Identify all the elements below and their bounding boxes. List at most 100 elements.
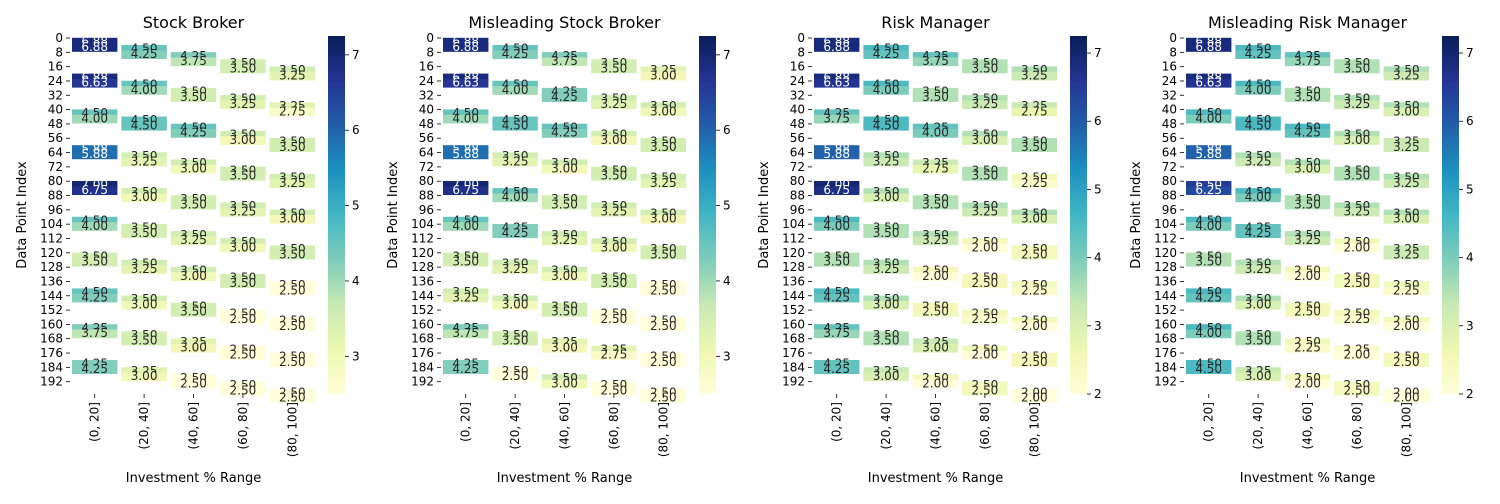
cell-value-label: 4.00	[1195, 219, 1222, 233]
cell-value-label: 3.25	[1021, 68, 1048, 82]
heatmap-cell	[962, 95, 1008, 104]
cell-value-label: 6.75	[81, 183, 108, 197]
heatmap-cell	[962, 166, 1008, 176]
cell-value-label: 6.75	[452, 183, 479, 197]
heatmap-cell	[591, 202, 637, 212]
y-tick-label: 144	[40, 289, 63, 303]
y-tick-label: 160	[782, 317, 805, 331]
heatmap-cell	[814, 186, 860, 196]
heatmap-cell	[1334, 279, 1380, 289]
heatmap-cell	[1383, 179, 1429, 188]
heatmap-cell	[170, 129, 217, 138]
heatmap-cell	[863, 372, 909, 382]
cell-value-label: 2.50	[650, 355, 677, 369]
colorbar-tick-label: 3	[352, 349, 360, 363]
cell-value-label: 3.50	[502, 333, 529, 347]
cell-value-label: 2.75	[1021, 104, 1048, 118]
heatmap-cell	[1383, 138, 1429, 147]
y-tick-label: 32	[48, 88, 63, 102]
heatmap-cell	[1011, 245, 1057, 255]
colorbar-tick-label: 3	[1466, 319, 1474, 333]
cell-value-label: 4.25	[502, 47, 529, 61]
cell-value-label: 3.00	[131, 190, 158, 204]
heatmap-cell	[814, 365, 860, 375]
heatmap-cell	[269, 281, 315, 290]
heatmap-cell	[72, 114, 118, 124]
cell-value-label: 2.50	[650, 283, 677, 297]
heatmap-cell	[1284, 379, 1331, 389]
heatmap-cell	[269, 107, 315, 117]
heatmap-cell	[1186, 222, 1232, 231]
heatmap-cell	[72, 324, 118, 333]
y-tick-label: 120	[40, 246, 63, 260]
cell-value-label: 3.75	[551, 54, 578, 68]
heatmap-cell	[1334, 166, 1380, 176]
cell-value-label: 3.00	[601, 240, 628, 254]
cell-value-label: 4.25	[131, 47, 158, 61]
cell-value-label: 2.50	[1294, 305, 1321, 319]
y-tick-label: 8	[55, 45, 63, 59]
y-tick-label: 8	[426, 45, 434, 59]
heatmap-cell	[220, 202, 266, 212]
heatmap-cell	[1011, 71, 1057, 81]
cell-value-label: 3.00	[1294, 162, 1321, 176]
heatmap-cell	[541, 302, 588, 312]
cell-value-label: 3.00	[1245, 298, 1272, 312]
heatmap-cell	[492, 44, 538, 54]
y-tick-label: 176	[782, 346, 805, 360]
heatmap-cell	[1284, 57, 1331, 67]
heatmap-cell	[1235, 157, 1281, 167]
y-tick-label: 64	[1162, 146, 1177, 160]
heatmap-cell	[72, 359, 118, 369]
cell-value-label: 3.50	[601, 169, 628, 183]
heatmap-cell	[541, 308, 588, 317]
heatmap-cell	[640, 66, 686, 76]
y-axis-label: Data Point Index	[1129, 161, 1144, 269]
y-tick-label: 8	[1169, 45, 1177, 59]
cell-value-label: 3.50	[452, 255, 479, 269]
heatmap-cell	[121, 116, 167, 126]
y-tick-label: 136	[411, 274, 434, 288]
heatmap-cell	[443, 43, 489, 52]
heatmap-cell	[541, 52, 588, 61]
heatmap-cell	[492, 229, 538, 238]
x-tick-label: (80, 100]	[656, 402, 670, 457]
x-tick-label: (80, 100]	[285, 402, 299, 457]
cell-value-label: 2.25	[972, 312, 999, 326]
y-tick-label: 168	[1154, 332, 1177, 346]
colorbar-tick-label: 6	[1094, 114, 1102, 128]
heatmap-cell	[1011, 102, 1057, 111]
heatmap-cell	[72, 150, 118, 160]
cell-value-label: 2.50	[1021, 355, 1048, 369]
y-tick-label: 64	[790, 146, 805, 160]
heatmap-cell	[814, 145, 860, 154]
cell-value-label: 2.00	[1294, 376, 1321, 390]
y-tick-label: 168	[40, 332, 63, 346]
colorbar	[1070, 36, 1087, 394]
heatmap-cell	[541, 87, 588, 97]
cell-value-label: 4.50	[1195, 362, 1222, 376]
heatmap-cell	[591, 207, 637, 217]
heatmap-cell	[863, 116, 909, 126]
cell-value-label: 2.00	[1344, 240, 1371, 254]
cell-value-label: 5.88	[1195, 147, 1222, 161]
heatmap-cell	[541, 164, 588, 174]
y-tick-label: 80	[790, 174, 805, 188]
y-tick-label: 120	[782, 246, 805, 260]
heatmap-cell	[170, 379, 217, 389]
heatmap-cell	[863, 223, 909, 233]
heatmap-cell	[170, 231, 217, 240]
cell-value-label: 3.00	[922, 341, 949, 355]
heatmap-cell	[1284, 236, 1331, 246]
heatmap-cell	[640, 102, 686, 111]
heatmap-cell	[443, 73, 489, 83]
cell-value-label: 3.25	[180, 233, 207, 247]
cell-value-label: 3.50	[1245, 333, 1272, 347]
cell-value-label: 3.25	[1344, 97, 1371, 111]
heatmap-cell	[443, 37, 489, 47]
heatmap-cell	[912, 308, 959, 317]
y-tick-label: 40	[790, 103, 805, 117]
cell-value-label: 3.25	[1393, 68, 1420, 82]
cell-value-label: 3.25	[1245, 262, 1272, 276]
